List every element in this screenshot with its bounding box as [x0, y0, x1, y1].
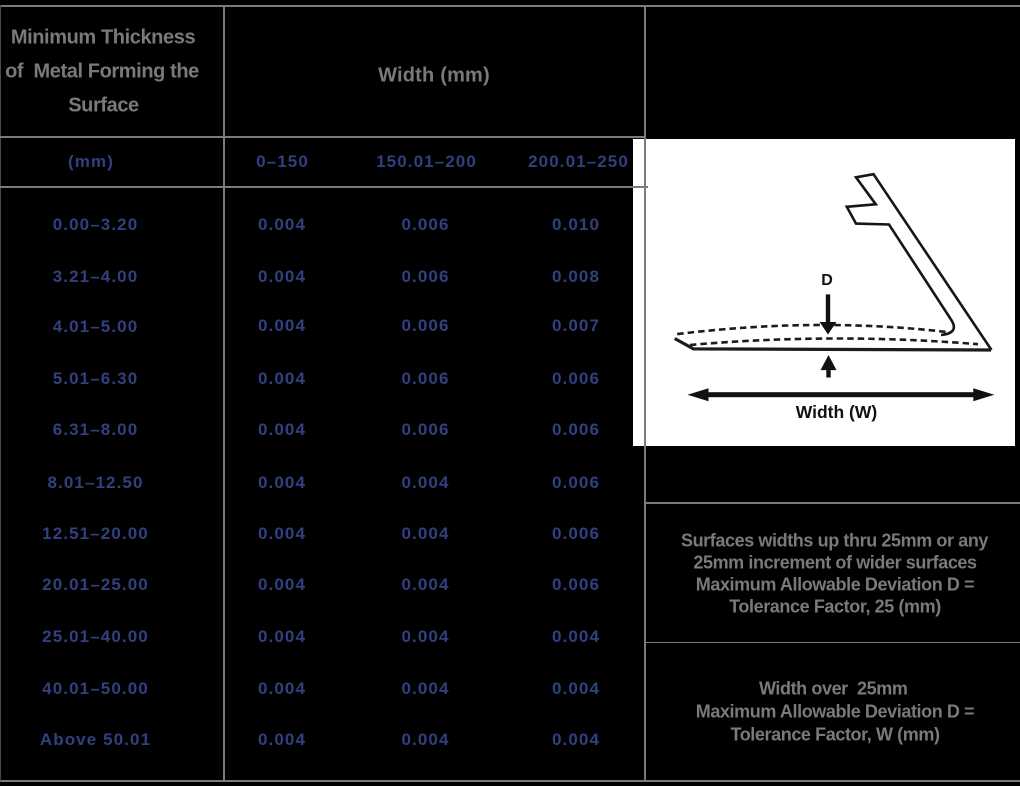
svg-text:D: D	[821, 272, 833, 289]
svg-text:Width (W): Width (W)	[796, 402, 877, 422]
